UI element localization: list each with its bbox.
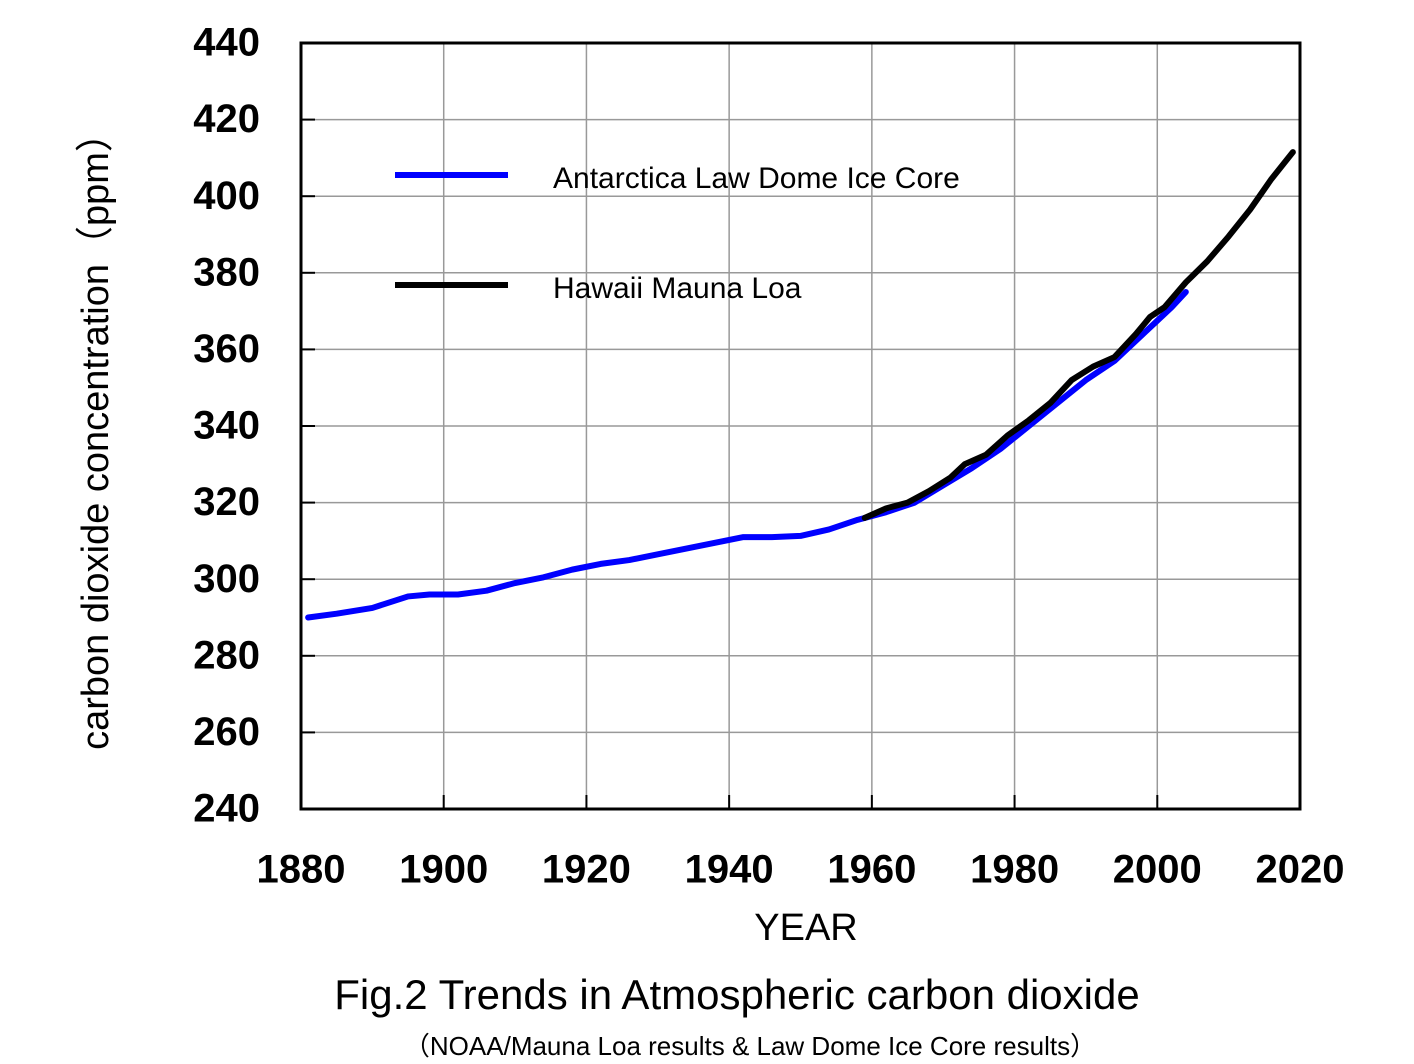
x-tick-label: 1980 bbox=[970, 848, 1059, 892]
y-tick-label: 360 bbox=[193, 327, 260, 371]
y-tick-label: 320 bbox=[193, 480, 260, 524]
plot-frame bbox=[299, 41, 1302, 811]
y-axis-label: carbon dioxide concentration（ppm） bbox=[75, 114, 117, 750]
x-tick-label: 1920 bbox=[542, 848, 631, 892]
y-tick-label: 260 bbox=[193, 710, 260, 754]
chart-subtitle: （NOAA/Mauna Loa results & Law Dome Ice C… bbox=[404, 1031, 1096, 1061]
data-line bbox=[861, 149, 1296, 521]
legend-label: Hawaii Mauna Loa bbox=[553, 272, 802, 305]
x-axis-label: YEAR bbox=[754, 907, 857, 949]
x-tick-label: 1880 bbox=[257, 848, 346, 892]
y-tick-label: 380 bbox=[193, 250, 260, 294]
x-tick-label: 2000 bbox=[1113, 848, 1202, 892]
y-tick-label: 280 bbox=[193, 633, 260, 677]
x-tick-label: 1940 bbox=[685, 848, 774, 892]
y-tick-label: 440 bbox=[193, 21, 260, 65]
y-tick-label: 240 bbox=[193, 787, 260, 831]
y-tick-label: 300 bbox=[193, 557, 260, 601]
legend-label: Antarctica Law Dome Ice Core bbox=[553, 162, 960, 195]
y-tick-label: 400 bbox=[193, 174, 260, 218]
y-tick-label: 340 bbox=[193, 404, 260, 448]
x-tick-label: 2020 bbox=[1256, 848, 1345, 892]
y-tick-label: 420 bbox=[193, 97, 260, 141]
x-tick-label: 1900 bbox=[399, 848, 488, 892]
chart-title: Fig.2 Trends in Atmospheric carbon dioxi… bbox=[334, 971, 1139, 1018]
data-line bbox=[305, 288, 1189, 621]
x-tick-label: 1960 bbox=[827, 848, 916, 892]
